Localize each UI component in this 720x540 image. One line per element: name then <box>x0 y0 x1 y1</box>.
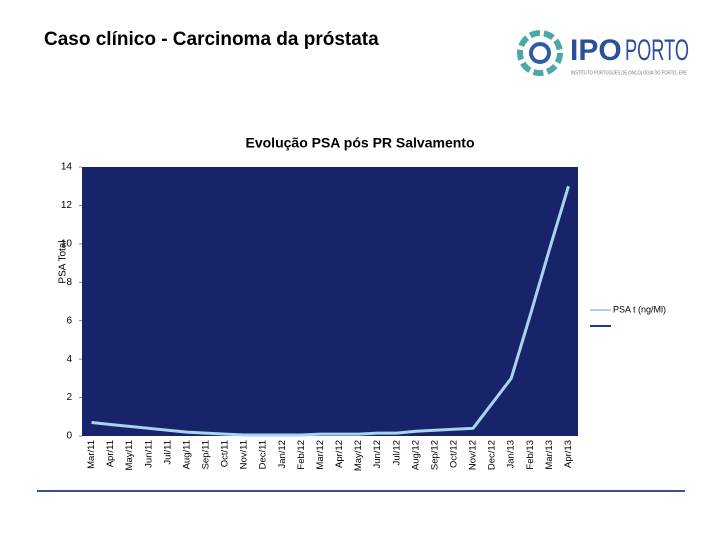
x-tick-label: Sep/12 <box>429 440 440 470</box>
x-tick-label: Jun/12 <box>372 440 383 469</box>
x-tick-label: Jan/13 <box>506 440 517 469</box>
x-tick-label: Jun/11 <box>143 440 154 468</box>
slide-title: Caso clínico - Carcinoma da próstata <box>44 29 379 50</box>
x-tick-label: Mar/13 <box>544 440 555 470</box>
y-tick-label: 2 <box>66 392 72 403</box>
x-tick-label: Nov/11 <box>239 440 250 469</box>
x-tick-label: Feb/12 <box>296 440 307 470</box>
x-tick-label: Oct/11 <box>220 440 231 467</box>
x-tick-label: May/11 <box>124 440 135 470</box>
y-axis-label: PSA Total <box>58 240 69 283</box>
x-tick-label: May/12 <box>353 440 364 471</box>
logo-icon-inner <box>529 42 551 64</box>
x-tick-label: Apr/11 <box>105 440 116 467</box>
x-tick-label: Jul/11 <box>162 440 173 465</box>
x-tick-label: Oct/12 <box>449 440 460 468</box>
logo-subtitle: INSTITUTO PORTUGUÊS DE ONCOLOGIA DO PORT… <box>571 68 687 76</box>
x-tick-label: Dec/11 <box>258 440 269 469</box>
x-tick-label: Jan/12 <box>277 440 288 469</box>
y-tick-label: 12 <box>61 200 73 211</box>
logo-porto: PORTO <box>625 34 689 67</box>
y-tick-label: 0 <box>66 431 72 442</box>
chart-title: Evolução PSA pós PR Salvamento <box>246 135 475 151</box>
y-tick-label: 8 <box>66 277 72 288</box>
x-tick-label: Nov/12 <box>468 440 479 470</box>
y-tick-label: 14 <box>61 162 73 173</box>
logo: IPO PORTO INSTITUTO PORTUGUÊS DE ONCOLOG… <box>517 30 689 76</box>
y-tick-label: 4 <box>66 354 72 365</box>
logo-ipo: IPO <box>570 34 622 67</box>
legend-label: PSA t (ng/Ml) <box>613 304 666 314</box>
x-tick-label: Jul/12 <box>391 440 402 465</box>
x-tick-label: Apr/12 <box>334 440 345 468</box>
x-tick-label: Aug/12 <box>410 440 421 470</box>
x-tick-label: Mar/11 <box>86 440 97 469</box>
x-tick-label: Feb/13 <box>525 440 536 470</box>
data-line <box>91 185 570 437</box>
x-tick-label: Sep/11 <box>201 440 212 469</box>
x-tick-label: Mar/12 <box>315 440 326 470</box>
x-tick-label: Aug/11 <box>181 440 192 469</box>
y-tick-label: 10 <box>61 238 73 249</box>
x-tick-label: Apr/13 <box>563 440 574 468</box>
logo-icon <box>517 30 563 76</box>
plot-area <box>82 167 578 436</box>
x-tick-label: Dec/12 <box>487 440 498 470</box>
y-tick-label: 6 <box>66 315 72 326</box>
